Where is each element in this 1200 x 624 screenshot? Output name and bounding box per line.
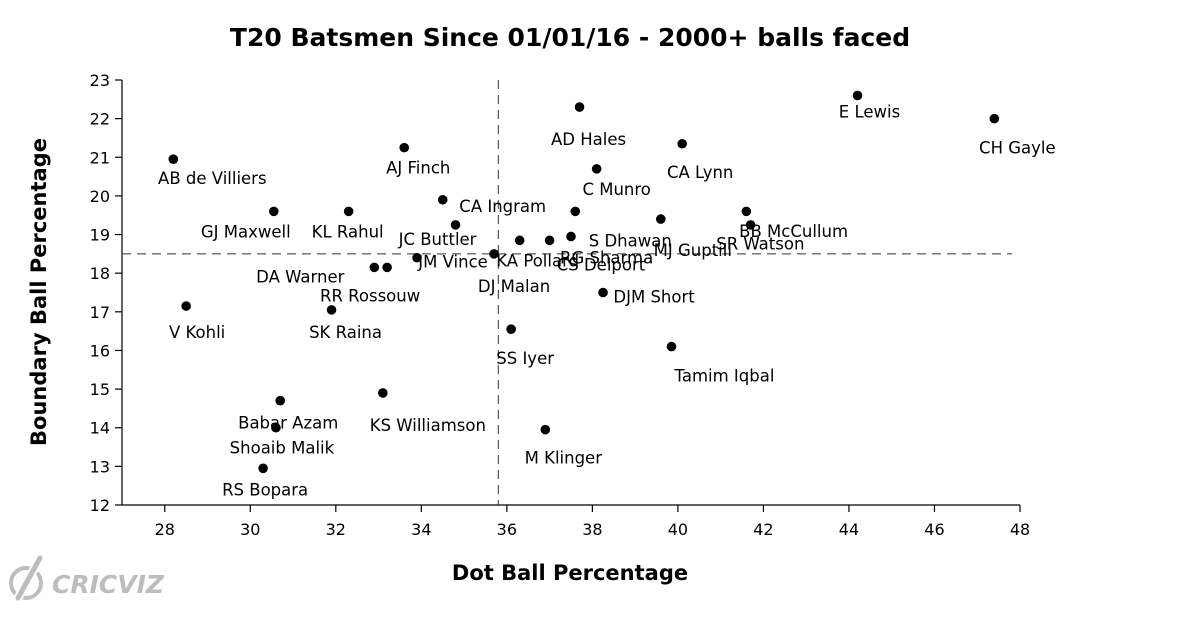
data-point — [275, 395, 286, 406]
y-tick-label: 23 — [90, 71, 110, 90]
data-point — [506, 324, 516, 335]
y-tick-label: 17 — [90, 303, 110, 322]
data-point — [437, 194, 448, 205]
x-tick-label: 32 — [326, 520, 346, 539]
data-point — [741, 206, 752, 217]
point-label: SR Watson — [716, 234, 804, 253]
data-point — [544, 235, 555, 246]
point-label: CA Lynn — [667, 163, 733, 182]
x-tick-label: 28 — [155, 520, 175, 539]
y-tick-label: 22 — [90, 110, 110, 129]
x-tick-label: 42 — [753, 520, 773, 539]
y-tick-label: 18 — [90, 264, 110, 283]
data-point — [399, 142, 410, 153]
y-tick-label: 19 — [90, 226, 110, 245]
y-tick-label: 14 — [90, 419, 110, 438]
point-label: AJ Finch — [386, 159, 450, 178]
data-point — [382, 262, 392, 273]
data-point — [591, 164, 602, 174]
x-tick-label: 36 — [497, 520, 517, 539]
y-tick-label: 15 — [90, 380, 110, 399]
data-point — [181, 301, 191, 311]
data-point — [566, 231, 576, 242]
data-point — [412, 252, 422, 263]
data-point — [570, 206, 581, 217]
point-label: KA Pollard — [496, 251, 579, 270]
point-label: KS Williamson — [370, 416, 486, 435]
data-point — [343, 206, 354, 217]
x-tick-label: 34 — [411, 520, 431, 539]
plot-area: 28 30 32 34 36 38 40 42 44 46 48 12 13 14 15 16 17 18 19 20… — [90, 71, 1056, 539]
point-label: CH Gayle — [979, 139, 1056, 158]
point-label: JM Vince — [417, 253, 488, 272]
data-point — [598, 287, 608, 298]
point-label: V Kohli — [169, 323, 225, 342]
logo-wordmark: CRICVIZ — [52, 570, 165, 599]
data-point — [168, 154, 179, 165]
x-tick-label: 30 — [240, 520, 260, 539]
data-point — [326, 305, 337, 315]
data-point — [656, 214, 666, 224]
cricviz-logo: CRICVIZ — [9, 555, 165, 601]
data-point — [450, 220, 461, 230]
y-tick-label: 21 — [90, 148, 110, 167]
point-label: BB McCullum — [739, 222, 848, 241]
x-tick-label: 38 — [582, 520, 602, 539]
data-point — [271, 422, 281, 433]
point-label: JC Buttler — [398, 230, 477, 249]
x-tick-label: 48 — [1010, 520, 1030, 539]
point-label: DA Warner — [256, 267, 344, 286]
x-tick-label: 46 — [924, 520, 944, 539]
y-tick-label: 13 — [90, 457, 110, 476]
cricket-bat-icon — [9, 555, 44, 601]
data-point — [677, 138, 687, 149]
point-label: S Dhawan — [589, 231, 672, 250]
point-label: CS Delport — [557, 255, 646, 274]
data-point — [269, 206, 279, 217]
x-axis-title: Dot Ball Percentage — [452, 561, 688, 585]
point-label: AD Hales — [551, 130, 626, 149]
point-label: AB de Villiers — [158, 169, 267, 188]
y-tick-label: 12 — [90, 496, 110, 515]
point-label: RG Sharma — [560, 248, 653, 267]
x-tick-label: 40 — [668, 520, 688, 539]
data-point — [540, 424, 551, 435]
point-label: GJ Maxwell — [201, 222, 291, 241]
point-label: DJ Malan — [478, 277, 550, 296]
point-label: C Munro — [582, 180, 650, 199]
point-label: CA Ingram — [459, 197, 546, 216]
point-label: M Klinger — [525, 449, 603, 468]
data-point — [369, 262, 380, 273]
y-tick-label: 20 — [90, 187, 110, 206]
data-point — [989, 113, 1000, 124]
point-label: Shoaib Malik — [230, 439, 335, 458]
data-point — [852, 90, 863, 101]
data-point — [258, 463, 268, 474]
y-axis-title: Boundary Ball Percentage — [27, 138, 51, 446]
x-tick-label: 44 — [839, 520, 859, 539]
point-label: MJ Guptill — [654, 241, 732, 260]
point-label: SS Iyer — [496, 349, 554, 368]
data-point — [574, 102, 585, 112]
point-label: KL Rahul — [312, 222, 384, 241]
point-label: Tamim Iqbal — [674, 367, 775, 386]
point-label: RR Rossouw — [320, 286, 420, 305]
data-point — [514, 235, 525, 246]
point-label: RS Bopara — [222, 480, 308, 499]
point-label: E Lewis — [839, 102, 900, 121]
data-point — [378, 388, 388, 398]
chart-title: T20 Batsmen Since 01/01/16 - 2000+ balls… — [230, 23, 910, 52]
data-point — [745, 220, 756, 230]
point-label: SK Raina — [309, 323, 382, 342]
point-label: DJM Short — [613, 288, 695, 307]
point-label: Babar Azam — [238, 414, 338, 433]
data-point — [489, 249, 499, 259]
y-tick-label: 16 — [90, 341, 110, 360]
data-point — [666, 341, 677, 352]
